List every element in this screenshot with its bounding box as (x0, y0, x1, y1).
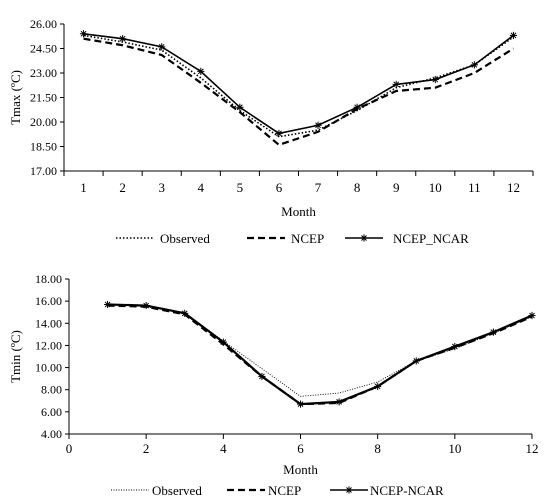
data-point-marker (451, 342, 459, 351)
y-tick-label: 12.00 (35, 338, 62, 352)
y-tick-label: 20.00 (30, 115, 57, 129)
series-line-ncep (83, 37, 515, 147)
x-tick-label: 6 (276, 180, 283, 195)
legend-label-1: NCEP (268, 483, 301, 498)
data-point-marker (103, 300, 112, 309)
y-axis-title: Tmax (ºC) (8, 70, 23, 125)
data-point-marker (296, 400, 305, 408)
x-tick-label: 11 (468, 180, 481, 195)
y-tick-label: 23.00 (30, 66, 57, 80)
x-axis-title: Month (283, 462, 318, 477)
legend-label-0: Observed (152, 483, 202, 498)
legend-label-0: Observed (160, 231, 210, 246)
y-tick-label: 26.00 (30, 17, 57, 31)
series-line-observed (83, 34, 514, 138)
x-tick-label: 1 (80, 180, 87, 195)
y-tick-label: 24.50 (30, 42, 57, 56)
x-tick-label: 7 (315, 180, 322, 195)
data-point-marker (158, 43, 166, 51)
data-point-marker (470, 61, 478, 69)
data-point-marker (489, 328, 498, 336)
data-point-marker (431, 75, 439, 84)
legend-label-1: NCEP (291, 231, 324, 246)
data-point-marker (181, 309, 189, 317)
data-point-marker (528, 311, 536, 320)
x-tick-label: 5 (237, 180, 244, 195)
x-tick-label: 0 (66, 441, 73, 456)
series-line-ncep (107, 304, 533, 406)
x-tick-label: 4 (198, 180, 205, 195)
series-line-ncep-ncar (83, 33, 514, 135)
data-point-marker (236, 103, 244, 111)
x-tick-label: 8 (354, 180, 361, 195)
y-tick-label: 18.00 (35, 272, 62, 286)
legend-marker-2 (360, 234, 368, 242)
x-tick-label: 10 (429, 180, 442, 195)
data-point-marker (509, 31, 518, 40)
data-point-marker (412, 357, 420, 365)
data-point-marker (79, 30, 88, 38)
legend-label-2: NCEP_NCAR (393, 231, 469, 246)
x-tick-label: 12 (507, 180, 520, 195)
y-tick-label: 18.50 (30, 140, 57, 154)
x-tick-label: 10 (448, 441, 461, 456)
x-axis-title: Month (281, 204, 316, 219)
data-point-marker (374, 382, 382, 390)
x-tick-label: 2 (119, 180, 126, 195)
data-point-marker (258, 372, 266, 381)
y-axis-title: Tmin (ºC) (8, 330, 23, 383)
data-point-marker (197, 67, 205, 75)
data-point-marker (142, 301, 150, 310)
data-point-marker (275, 129, 283, 138)
tmin-chart: 4.00 6.00 8.00 10.00 12.00 14.00 16.00 18.00 0 2 4… (8, 272, 539, 498)
legend-label-2: NCEP-NCAR (370, 483, 444, 498)
y-tick-label: 17.00 (30, 164, 57, 178)
y-tick-label: 14.00 (35, 316, 62, 330)
x-tick-label: 12 (526, 441, 539, 456)
x-tick-label: 9 (393, 180, 400, 195)
data-point-marker (353, 103, 361, 111)
x-tick-label: 2 (143, 441, 150, 456)
y-tick-label: 21.50 (30, 91, 57, 105)
data-point-marker (314, 121, 322, 129)
x-tick-label: 4 (220, 441, 227, 456)
y-tick-label: 4.00 (41, 427, 62, 441)
x-tick-label: 6 (297, 441, 304, 456)
data-point-marker (335, 398, 343, 406)
y-tick-label: 16.00 (35, 294, 62, 308)
x-tick-label: 3 (158, 180, 165, 195)
legend-marker-2 (345, 486, 353, 494)
y-tick-label: 10.00 (35, 361, 62, 375)
y-tick-label: 8.00 (41, 383, 62, 397)
data-point-marker (219, 338, 227, 346)
series-line-ncep-ncar (107, 303, 533, 406)
x-tick-label: 8 (374, 441, 381, 456)
y-tick-label: 6.00 (41, 405, 62, 419)
data-point-marker (119, 35, 127, 43)
series-line-observed (107, 304, 533, 397)
data-point-marker (392, 80, 400, 89)
